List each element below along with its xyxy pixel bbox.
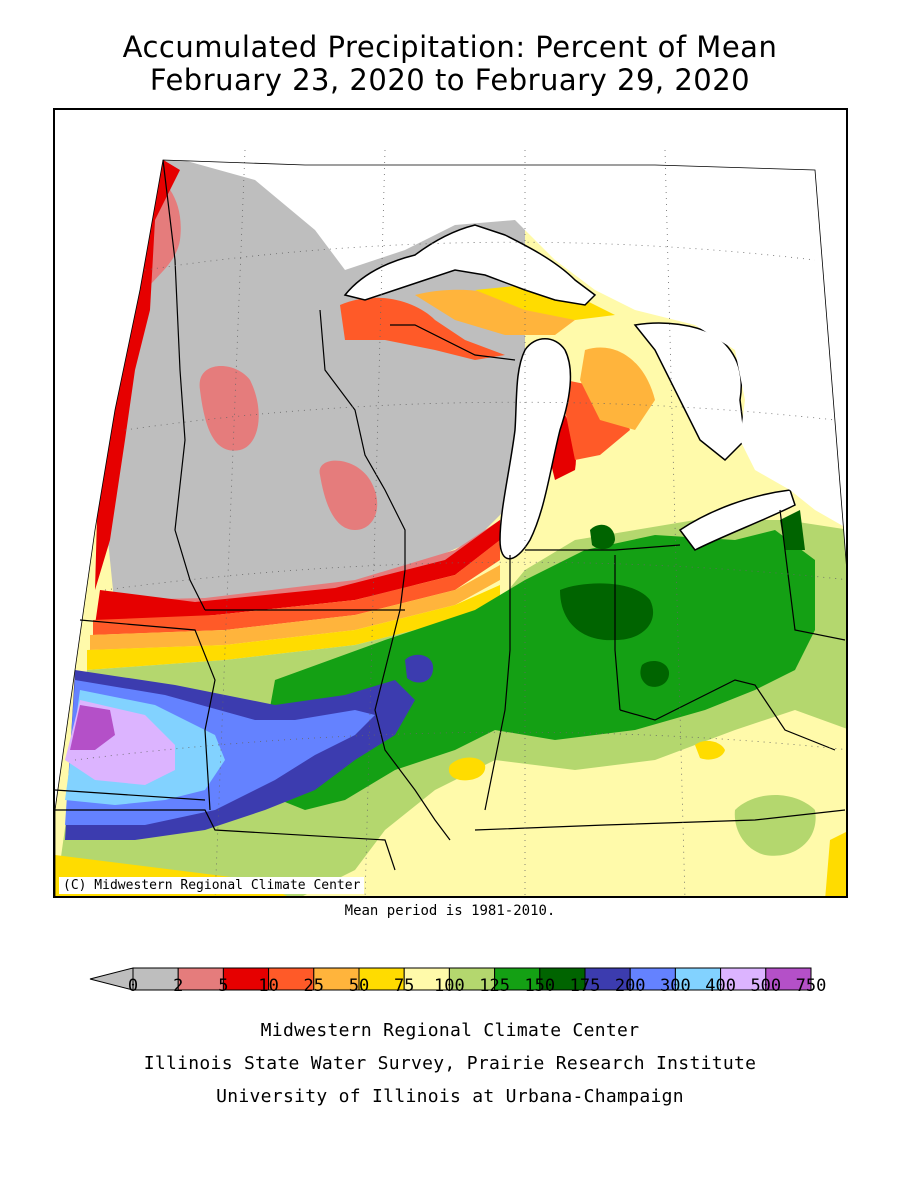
legend-tick-label: 200 [614, 976, 646, 996]
latitude-line-mid-south [104, 561, 846, 591]
date-range-subtitle: February 23, 2020 to February 29, 2020 [149, 63, 751, 97]
border-illinois-indiana [484, 555, 511, 811]
legend-tick-label: 2 [173, 976, 184, 996]
border-pennsylvania [779, 509, 846, 641]
legend-tick-label: 400 [705, 976, 736, 996]
lake-erie [678, 489, 796, 551]
credit-line-org: Midwestern Regional Climate Center [260, 1020, 640, 1041]
credit-line-survey: Illinois State Water Survey, Prairie Res… [143, 1053, 757, 1074]
precip-patch-2-5-central [319, 460, 378, 530]
latitude-line-south [74, 731, 846, 761]
precip-patch-150-175-east [640, 660, 670, 687]
precip-upper-mi-25-50 [415, 289, 575, 335]
legend-tick-label: 150 [524, 976, 556, 996]
map-domain-outline [55, 159, 846, 896]
map-canvas [55, 110, 846, 896]
legend-tick-label: 75 [393, 976, 415, 996]
border-indiana-ohio [614, 555, 621, 711]
precip-patch-175-200-ne [405, 654, 434, 683]
legend-tick-label: 750 [795, 976, 827, 996]
credit-line-university: University of Illinois at Urbana-Champai… [216, 1086, 684, 1107]
legend-tick-label: 500 [750, 976, 782, 996]
precip-zone-50-75 [87, 585, 500, 670]
border-missouri-arkansas [55, 809, 396, 871]
precip-upper-mi-50-75 [475, 285, 615, 320]
lake-superior [343, 224, 597, 306]
copyright-label: (C) Midwestern Regional Climate Center [59, 877, 365, 894]
precip-lower-mi-25-50 [580, 347, 655, 430]
map-title: Accumulated Precipitation: Percent of Me… [122, 30, 778, 64]
precip-zone-10-25 [93, 540, 500, 635]
legend-tick-label: 5 [218, 976, 229, 996]
legend-tick-label: 10 [258, 976, 279, 996]
legend-tick-label: 125 [479, 976, 510, 996]
precip-zone-125-150 [255, 530, 815, 810]
precip-zone-25-50 [90, 565, 500, 650]
border-kentucky-tennessee [474, 809, 846, 831]
border-minnesota-dakotas [162, 159, 206, 611]
legend-color-boxes [89, 967, 812, 991]
border-mississippi-river [374, 569, 451, 841]
border-michigan-ohio-indiana [525, 544, 681, 551]
precip-patch-2-5-west [199, 366, 259, 451]
border-minnesota-wisconsin [319, 309, 406, 570]
precip-zone-150-175 [560, 583, 654, 641]
precipitation-map: (C) Midwestern Regional Climate Center [53, 108, 848, 898]
precip-zone-500-750 [70, 705, 115, 750]
state-borders [55, 159, 846, 871]
legend-tick-labels: 0 2 5 10 25 50 75 100 125 150 175 200 300 400 500 750 [0, 976, 900, 1000]
canada-region [163, 110, 846, 528]
lat-lon-grid [74, 149, 846, 896]
precip-edge-5-10-west [95, 160, 180, 590]
legend-swatch [765, 967, 812, 991]
precip-zone-5-10 [95, 520, 500, 625]
precip-patch-150-175-nw [590, 524, 615, 550]
legend-tick-label: 175 [569, 976, 601, 996]
color-legend [89, 967, 812, 991]
border-upper-mi-wisconsin [390, 324, 516, 361]
legend-tick-label: 300 [660, 976, 691, 996]
legend-tick-label: 0 [127, 976, 139, 996]
border-iowa-missouri [79, 619, 216, 811]
lake-huron [633, 322, 746, 462]
precip-patch-50-75-south [448, 757, 486, 781]
precip-patch-50-75-far-se [825, 830, 846, 896]
legend-tick-label: 100 [434, 976, 465, 996]
legend-tick-label: 50 [348, 976, 370, 996]
precip-patch-50-75-southeast [695, 740, 725, 760]
great-lakes [343, 224, 796, 560]
mean-period-note: Mean period is 1981-2010. [344, 903, 556, 919]
lake-michigan [499, 338, 572, 560]
border-nebraska-kansas [55, 789, 206, 801]
precip-patch-100-125-southeast [734, 795, 816, 856]
precip-patch-150-175-ne [780, 510, 805, 550]
legend-tick-label: 25 [303, 976, 325, 996]
border-ohio-river [619, 679, 836, 751]
